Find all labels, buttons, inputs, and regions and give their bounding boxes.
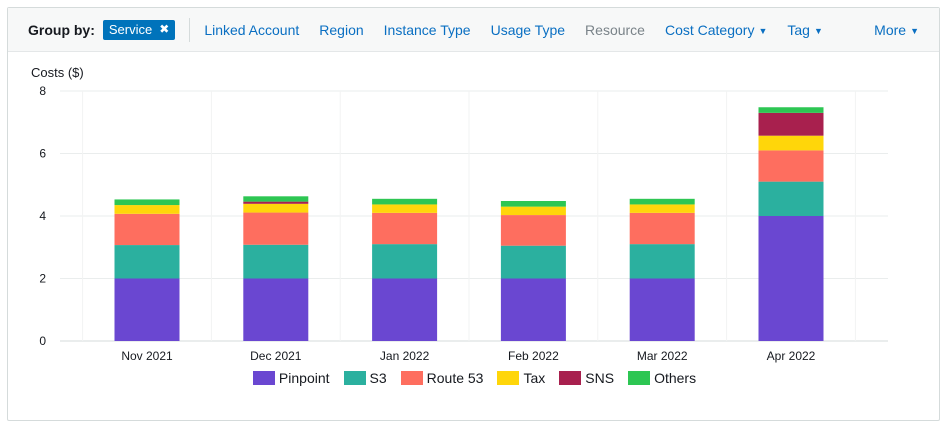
x-tick-label: Dec 2021 — [250, 349, 302, 363]
bar-segment-sns[interactable] — [758, 112, 824, 136]
y-tick-label: 8 — [39, 84, 46, 98]
bar-segment-pinpoint[interactable] — [372, 278, 438, 342]
y-tick-label: 6 — [39, 147, 46, 161]
legend-label: Tax — [523, 370, 546, 386]
bar-segment-route-53[interactable] — [372, 212, 438, 245]
bar-segment-s3[interactable] — [243, 244, 309, 279]
bar-segment-others[interactable] — [372, 198, 438, 205]
legend-swatch — [400, 371, 423, 385]
legend-item-route-53[interactable]: Route 53 — [400, 370, 484, 386]
bar-segment-s3[interactable] — [758, 181, 824, 216]
legend-label: Route 53 — [426, 370, 484, 386]
bar-segment-others[interactable] — [243, 196, 309, 202]
x-tick-label: Jan 2022 — [380, 349, 430, 363]
legend-swatch — [252, 371, 275, 385]
bar-segment-route-53[interactable] — [500, 215, 566, 246]
bar-segment-others[interactable] — [758, 107, 824, 113]
bar-segment-pinpoint[interactable] — [500, 278, 566, 342]
legend-item-pinpoint[interactable]: Pinpoint — [252, 370, 330, 386]
legend-label: S3 — [369, 370, 387, 386]
caret-down-icon: ▼ — [758, 25, 768, 36]
bar-segment-route-53[interactable] — [758, 150, 824, 182]
caret-down-icon: ▼ — [813, 25, 823, 36]
bar-segment-pinpoint[interactable] — [243, 278, 309, 342]
legend-item-sns[interactable]: SNS — [559, 370, 614, 386]
bar-segment-route-53[interactable] — [629, 212, 695, 245]
bar-segment-s3[interactable] — [114, 245, 180, 279]
legend-swatch — [628, 371, 651, 385]
x-tick-label: Mar 2022 — [637, 349, 688, 363]
group-by-label: Group by: — [28, 21, 95, 38]
dimension-usage-type[interactable]: Usage Type — [490, 21, 566, 38]
group-by-toolbar: Group by: Service ✖ Linked Account Regio… — [8, 8, 939, 52]
dimension-linked-account[interactable]: Linked Account — [204, 21, 300, 38]
bar-segment-tax[interactable] — [372, 204, 438, 213]
dimension-tag[interactable]: Tag ▼ — [787, 21, 823, 38]
bar-segment-route-53[interactable] — [114, 213, 180, 246]
toolbar-divider — [189, 17, 191, 42]
bar-segment-s3[interactable] — [500, 245, 566, 279]
bar-segment-s3[interactable] — [629, 244, 695, 279]
legend-item-s3[interactable]: S3 — [343, 370, 387, 386]
bar-segment-sns[interactable] — [243, 201, 309, 204]
x-tick-label: Apr 2022 — [767, 349, 816, 363]
dimension-cost-category[interactable]: Cost Category ▼ — [664, 21, 768, 38]
dimension-instance-type[interactable]: Instance Type — [383, 21, 471, 38]
bar-segment-tax[interactable] — [629, 204, 695, 213]
bar-segment-pinpoint[interactable] — [629, 278, 695, 342]
legend-label: SNS — [585, 370, 615, 386]
dimension-region[interactable]: Region — [319, 21, 364, 38]
legend-swatch — [497, 371, 520, 385]
service-filter-chip[interactable]: Service ✖ — [102, 19, 176, 40]
legend-swatch — [559, 371, 582, 385]
legend-label: Others — [654, 370, 697, 386]
x-tick-label: Nov 2021 — [121, 349, 173, 363]
legend-label: Pinpoint — [278, 370, 330, 386]
chart-legend: Pinpoint S3 Route 53 Tax SNS Others — [0, 370, 949, 386]
bar-segment-s3[interactable] — [372, 244, 438, 279]
chip-label: Service — [108, 21, 153, 37]
y-axis-label: Costs ($) — [31, 65, 84, 80]
bar-segment-others[interactable] — [114, 199, 180, 206]
legend-item-others[interactable]: Others — [628, 370, 696, 386]
bar-segment-tax[interactable] — [758, 135, 824, 151]
bar-segment-others[interactable] — [500, 201, 566, 207]
dimension-resource: Resource — [585, 21, 645, 38]
remove-chip-icon[interactable]: ✖ — [159, 22, 170, 36]
x-tick-label: Feb 2022 — [508, 349, 559, 363]
bar-segment-route-53[interactable] — [243, 212, 309, 245]
caret-down-icon: ▼ — [910, 25, 919, 36]
bar-segment-tax[interactable] — [500, 206, 566, 216]
legend-item-tax[interactable]: Tax — [497, 370, 545, 386]
y-tick-label: 4 — [39, 209, 46, 223]
bar-segment-pinpoint[interactable] — [114, 278, 180, 342]
bar-segment-pinpoint[interactable] — [758, 216, 824, 341]
more-dimensions-button[interactable]: More ▼ — [874, 21, 919, 38]
legend-swatch — [343, 371, 366, 385]
bar-segment-tax[interactable] — [114, 205, 180, 214]
y-tick-label: 0 — [39, 334, 46, 348]
bar-segment-others[interactable] — [629, 198, 695, 205]
y-tick-label: 2 — [39, 272, 46, 286]
bar-segment-tax[interactable] — [243, 203, 309, 213]
